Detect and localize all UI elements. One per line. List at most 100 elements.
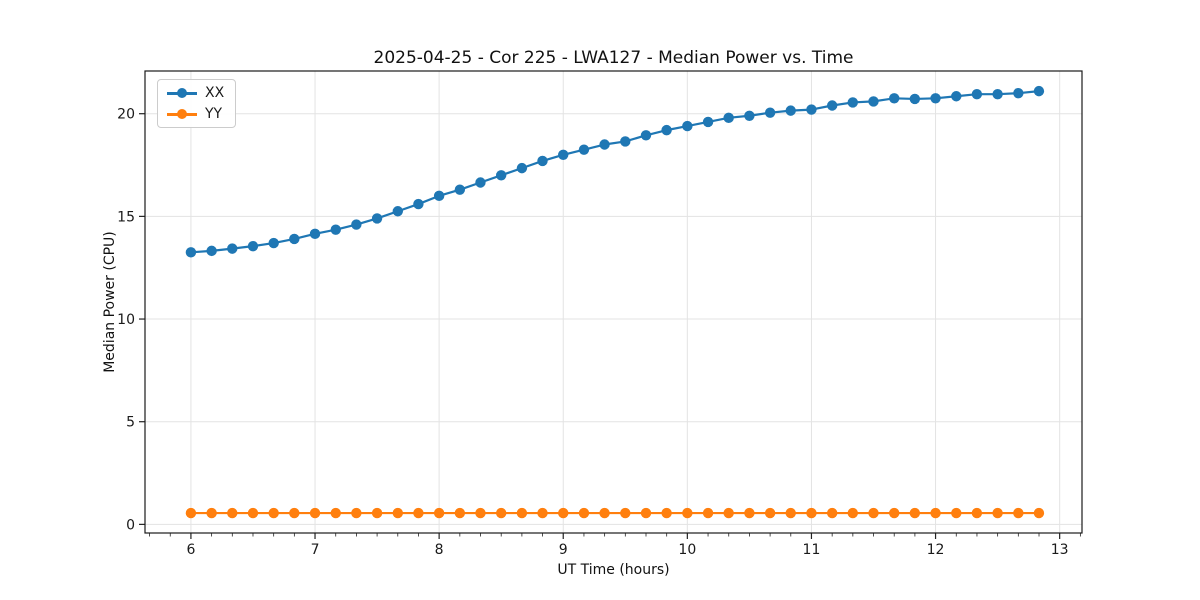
data-point-xx — [1013, 87, 1024, 99]
data-point-xx — [371, 213, 383, 224]
data-point-xx — [454, 184, 466, 195]
data-point-yy — [640, 507, 652, 519]
data-point-xx — [723, 112, 734, 124]
data-point-xx — [599, 139, 610, 150]
data-point-xx — [640, 130, 652, 141]
data-point-xx — [909, 93, 921, 105]
data-point-yy — [785, 507, 796, 519]
data-point-yy — [578, 507, 590, 519]
data-point-yy — [433, 507, 445, 519]
data-point-yy — [620, 507, 631, 519]
data-point-yy — [495, 507, 507, 519]
data-point-yy — [206, 507, 217, 519]
data-point-yy — [971, 507, 983, 519]
x-tick-label: 13 — [1051, 542, 1069, 558]
data-point-xx — [826, 100, 838, 111]
data-point-yy — [289, 507, 300, 519]
data-point-yy — [826, 507, 838, 519]
x-axis-label: UT Time (hours) — [557, 562, 670, 578]
plot-background — [145, 71, 1082, 533]
data-point-xx — [1033, 85, 1045, 97]
chart-title: 2025-04-25 - Cor 225 - LWA127 - Median P… — [373, 48, 854, 68]
data-point-xx — [661, 124, 672, 136]
data-point-xx — [868, 96, 879, 107]
data-point-xx — [289, 233, 300, 245]
y-tick-label: 20 — [117, 107, 135, 123]
x-tick-label: 9 — [559, 542, 568, 558]
x-tick-label: 10 — [678, 542, 696, 558]
data-point-xx — [392, 206, 404, 217]
data-point-xx — [227, 243, 238, 254]
data-point-yy — [806, 507, 817, 519]
data-point-xx — [578, 144, 590, 155]
data-point-xx — [351, 219, 362, 230]
data-point-xx — [992, 89, 1003, 100]
data-point-xx — [744, 110, 755, 121]
legend-item-xx: XX — [167, 84, 224, 102]
data-point-yy — [537, 507, 548, 519]
data-point-xx — [806, 104, 817, 115]
data-point-xx — [185, 247, 197, 258]
data-point-xx — [702, 116, 714, 128]
data-point-yy — [392, 507, 404, 519]
data-point-xx — [433, 190, 445, 202]
data-point-xx — [537, 155, 548, 167]
data-point-xx — [951, 91, 962, 102]
x-tick-label: 12 — [927, 542, 945, 558]
data-point-xx — [682, 120, 693, 132]
data-point-yy — [185, 507, 197, 519]
data-point-yy — [1013, 507, 1024, 519]
data-point-xx — [558, 149, 569, 160]
y-tick-label: 15 — [117, 209, 135, 225]
data-point-yy — [309, 507, 321, 519]
y-tick-label: 0 — [126, 517, 135, 533]
data-point-yy — [744, 507, 755, 519]
y-tick-label: 10 — [117, 312, 135, 328]
data-point-yy — [764, 507, 776, 519]
legend-marker-icon — [177, 109, 187, 119]
data-point-yy — [227, 507, 238, 519]
data-point-xx — [971, 89, 983, 100]
x-tick-label: 6 — [186, 542, 195, 558]
data-point-xx — [309, 228, 321, 240]
data-point-yy — [702, 507, 714, 519]
data-point-yy — [682, 507, 693, 519]
x-tick-label: 7 — [311, 542, 320, 558]
data-point-yy — [1033, 507, 1045, 519]
data-point-yy — [413, 507, 424, 519]
data-point-xx — [516, 162, 528, 174]
data-point-yy — [951, 507, 962, 519]
data-point-xx — [847, 97, 858, 108]
data-point-yy — [371, 507, 383, 519]
data-point-yy — [351, 507, 362, 519]
data-point-xx — [206, 245, 217, 257]
legend-sample-yy — [167, 108, 197, 120]
data-point-yy — [268, 507, 279, 519]
data-point-xx — [785, 105, 796, 116]
data-point-yy — [599, 507, 610, 519]
x-tick-label: 11 — [803, 542, 821, 558]
data-point-yy — [889, 507, 900, 519]
y-axis-label: Median Power (CPU) — [102, 231, 118, 373]
data-point-xx — [764, 107, 776, 118]
data-point-yy — [558, 507, 569, 519]
data-point-xx — [889, 93, 900, 104]
legend-label: XX — [205, 85, 225, 101]
data-point-xx — [247, 240, 259, 252]
legend-marker-icon — [177, 88, 187, 98]
data-point-xx — [413, 198, 424, 210]
data-point-xx — [620, 136, 631, 147]
axes-spines — [144, 70, 1083, 534]
data-point-yy — [992, 507, 1003, 519]
data-point-yy — [847, 507, 858, 519]
data-point-xx — [475, 177, 486, 188]
data-point-yy — [516, 507, 528, 519]
data-point-yy — [475, 507, 486, 519]
data-point-yy — [930, 507, 941, 519]
data-point-yy — [909, 507, 921, 519]
data-point-xx — [268, 237, 279, 249]
data-point-yy — [247, 507, 259, 519]
data-point-xx — [330, 224, 341, 235]
